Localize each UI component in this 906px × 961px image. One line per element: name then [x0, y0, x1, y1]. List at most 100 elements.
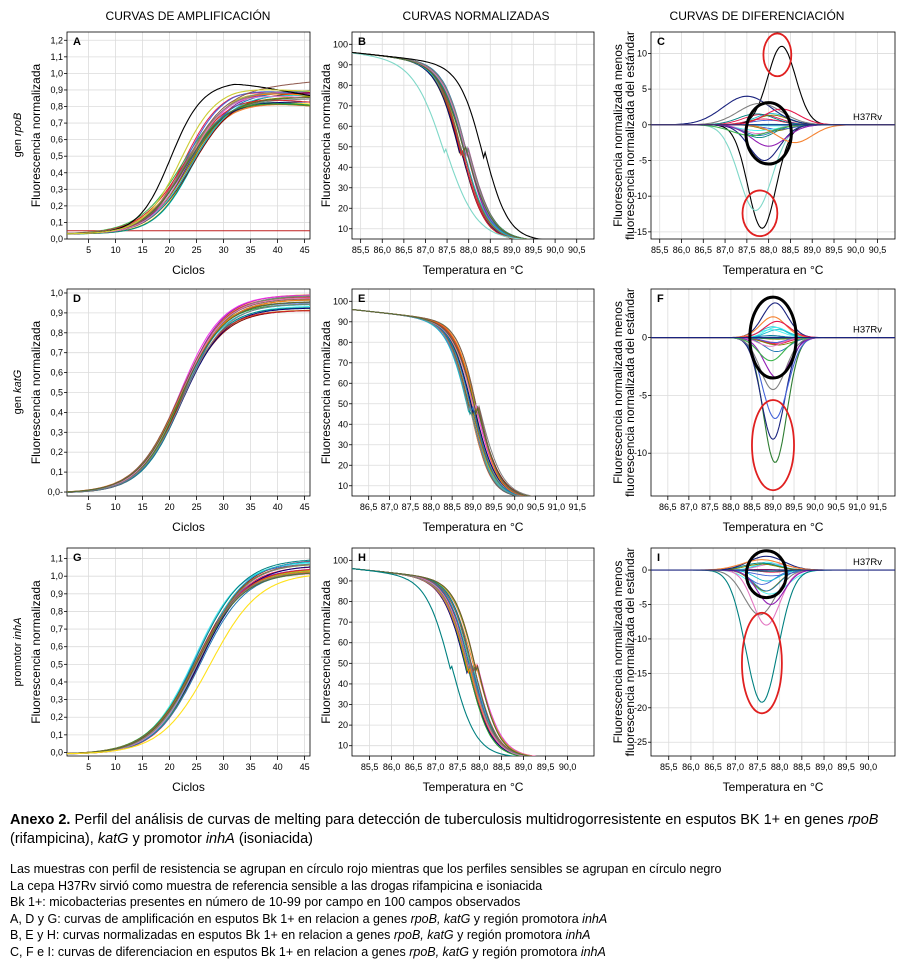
y-tick-label: -5 [639, 155, 647, 165]
y-axis-label: Fluorescencia normalizada menos [611, 301, 625, 484]
x-tick-label: 88,5 [482, 245, 500, 255]
y-tick-label: 0,1 [50, 467, 63, 477]
caption-bold: Anexo 2. [10, 812, 71, 828]
chart-panel-D: 5 10 15 20 25 30 35 40 45 0,0- 0,1 0,2 0,3 0,4 0,5 0,6 0… [29, 288, 311, 534]
row-label-gene: katG [12, 369, 24, 393]
x-axis-label: Ciclos [172, 263, 205, 277]
sensitive-circle [744, 101, 793, 166]
y-tick-label: 100 [333, 39, 348, 49]
y-tick-label: 10 [338, 481, 348, 491]
y-tick-label: 80 [338, 80, 348, 90]
y-tick-label: 5 [642, 84, 647, 94]
y-tick-label: 0 [642, 120, 647, 130]
series-group [651, 555, 895, 703]
note-part: A, D y G: curvas de amplificación en esp… [10, 911, 411, 926]
note-part: y región promotora [468, 944, 581, 959]
y-tick-label: -5 [639, 390, 647, 400]
amplification-curve [67, 569, 310, 754]
amplification-curve [67, 572, 310, 755]
x-tick-label: 88,0 [460, 245, 478, 255]
normalized-curve [352, 51, 544, 239]
note-line: B, E y H: curvas normalizadas en esputos… [10, 927, 900, 944]
y-tick-label: 90 [338, 60, 348, 70]
row-label-prefix: promotor [12, 639, 24, 686]
resistant-circle [751, 399, 795, 492]
y-tick-label: 10 [637, 48, 647, 58]
plot-frame [650, 547, 896, 757]
x-tick-label: 90,0 [806, 502, 824, 512]
x-tick-label: 89,0 [764, 502, 782, 512]
column-title: CURVAS DE AMPLIFICACIÓN [106, 8, 271, 23]
y-tick-label: 20 [338, 720, 348, 730]
series-group [352, 309, 536, 496]
y-tick-label: 50 [338, 142, 348, 152]
amplification-curve [67, 95, 310, 235]
x-tick-label: 89,5 [485, 502, 503, 512]
x-tick-label: 15 [138, 762, 148, 772]
plot-frame [66, 288, 311, 497]
note-part: rpoB, katG [393, 928, 454, 942]
x-tick-label: 40 [273, 245, 283, 255]
reference-label: H37Rv [853, 112, 882, 123]
y-tick-label: -10 [634, 634, 647, 644]
amplification-curve [67, 295, 310, 493]
sensitive-circle [748, 295, 798, 380]
y-axis-label: fluorescencia normalizada del estándar [623, 31, 637, 240]
plot-frame [66, 31, 311, 240]
y-tick-label: 20 [338, 203, 348, 213]
x-tick-label: 5 [86, 502, 91, 512]
amplification-curve [67, 294, 310, 493]
x-tick-label: 89,0 [515, 762, 533, 772]
amplification-curve [67, 575, 310, 755]
amplification-curve [67, 299, 310, 493]
amplification-curve [67, 307, 310, 493]
x-tick-label: 87,5 [449, 762, 467, 772]
y-tick-label: 0,9 [50, 589, 63, 599]
panel-letter: A [73, 36, 81, 48]
y-tick-label: 0,5 [50, 388, 63, 398]
y-tick-label: 0,3 [50, 184, 63, 194]
amplification-curve [67, 301, 310, 493]
row-label: promotor inhA [12, 617, 24, 686]
normalized-curve [352, 52, 526, 239]
difference-curve [651, 569, 895, 595]
amplification-curve [67, 298, 310, 493]
y-tick-label: 50 [338, 658, 348, 668]
y-tick-label: 0,2 [50, 447, 63, 457]
x-tick-label: 20 [165, 502, 175, 512]
x-tick-label: 89,0 [815, 762, 833, 772]
x-tick-label: 88,5 [782, 245, 800, 255]
x-tick-label: 87,0 [427, 762, 445, 772]
y-tick-label: 10 [338, 741, 348, 751]
x-tick-label: 90,0 [860, 762, 878, 772]
x-tick-label: 88,0 [423, 502, 441, 512]
x-tick-label: 88,0 [471, 762, 489, 772]
y-axis-label: Fluorescencia normalizada [29, 320, 43, 464]
plot-frame [650, 288, 896, 497]
y-axis-label: Fluorescencia normalizada [319, 320, 333, 464]
x-tick-label: 25 [192, 762, 202, 772]
caption-part: inhA [205, 831, 235, 847]
y-tick-label: 0,9 [50, 308, 63, 318]
x-tick-label: 86,5 [360, 502, 378, 512]
x-tick-label: 45 [300, 762, 310, 772]
amplification-curve [67, 294, 310, 493]
y-tick-label: 0,0 [50, 234, 63, 244]
chart-panel-E: 86,5 87,0 87,5 88,0 88,5 89,0 89,5 90,0 90,5 91,0… [319, 288, 595, 534]
y-tick-label: -15 [634, 668, 647, 678]
x-tick-label: 20 [165, 245, 175, 255]
resistant-circle [741, 189, 779, 238]
y-tick-label: 0,9 [50, 85, 63, 95]
row-label-gene: rpoB [12, 113, 24, 136]
x-tick-label: 30 [219, 762, 229, 772]
amplification-curve [67, 294, 310, 493]
column-title: CURVAS DE DIFERENCIACIÓN [670, 8, 845, 23]
y-tick-label: 0,8 [50, 606, 63, 616]
figure-notes: Las muestras con perfil de resistencia s… [10, 861, 900, 960]
chart-panel-C: 85,5 86,0 86,5 87,0 87,5 88,0 88,5 89,0 89,5 90,0… [611, 31, 896, 277]
x-axis-label: Temperatura en °C [423, 520, 524, 534]
x-tick-label: 35 [246, 245, 256, 255]
amplification-curve [67, 561, 310, 754]
x-tick-label: 5 [86, 762, 91, 772]
x-tick-label: 90,0 [847, 245, 865, 255]
